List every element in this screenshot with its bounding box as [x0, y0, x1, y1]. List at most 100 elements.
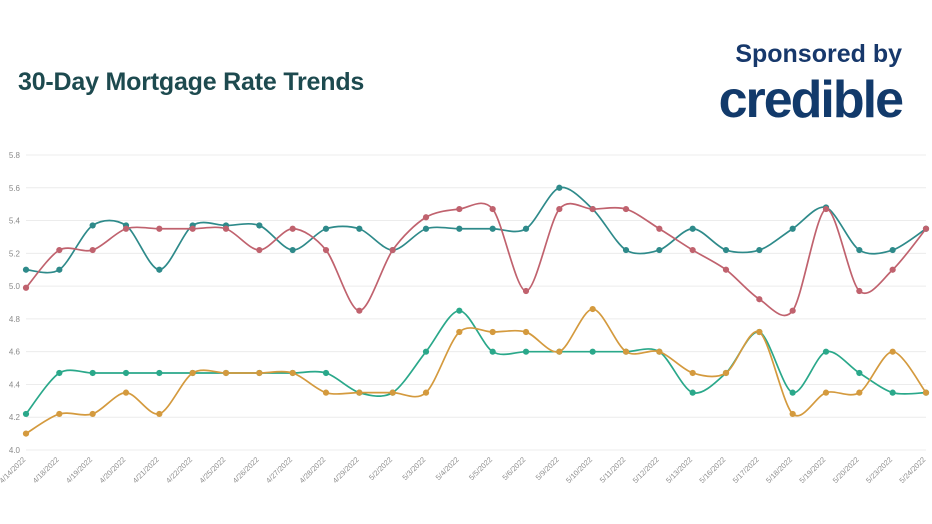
data-point-marker [522, 225, 530, 232]
x-axis-tick-label: 5/24/2022 [897, 455, 927, 485]
data-point-marker [156, 225, 163, 232]
data-point-marker [389, 389, 396, 396]
data-point-marker [756, 328, 763, 336]
data-point-marker [889, 389, 896, 396]
data-point-marker [422, 348, 430, 355]
data-point-marker [122, 369, 130, 377]
series-line [25, 309, 927, 415]
sponsor-block: Sponsored by credible [718, 42, 904, 129]
x-axis-tick-label: 4/19/2022 [64, 455, 94, 485]
data-point-marker [856, 287, 863, 295]
data-point-marker [89, 246, 96, 254]
data-point-marker [289, 246, 296, 254]
data-point-marker [656, 246, 663, 254]
credible-logo: credible [718, 71, 904, 129]
series-line [25, 186, 927, 274]
data-point-marker [489, 348, 496, 355]
data-point-marker [822, 389, 830, 396]
data-point-marker [22, 430, 30, 437]
series-3 [22, 307, 930, 418]
data-point-marker [889, 246, 896, 254]
data-point-marker [189, 369, 196, 377]
data-point-marker [722, 369, 730, 377]
x-axis-tick-label: 4/14/2022 [0, 455, 27, 485]
data-point-marker [622, 348, 630, 355]
data-point-marker [656, 348, 663, 355]
data-point-marker [622, 246, 630, 254]
x-axis-tick-label: 4/20/2022 [97, 455, 127, 485]
data-point-marker [922, 389, 930, 396]
data-point-marker [889, 348, 896, 355]
data-point-marker [556, 184, 563, 191]
data-point-marker [322, 225, 330, 232]
x-axis-tick-label: 4/26/2022 [231, 455, 261, 485]
data-point-marker [422, 225, 430, 232]
data-point-marker [322, 246, 330, 254]
y-axis-tick-label: 5.6 [9, 184, 21, 193]
data-point-marker [56, 369, 63, 377]
grid-group: 5.8 5.6 5.4 5.2 5.0 4.8 4.6 4.4 4.2 4.0 [9, 151, 926, 455]
y-axis-tick-label: 4.2 [9, 413, 21, 422]
data-point-marker [489, 225, 496, 232]
y-axis-tick-label: 5.2 [9, 249, 21, 258]
series-line [25, 308, 927, 435]
x-axis-tick-label: 5/9/2022 [534, 455, 561, 482]
data-point-marker [56, 410, 63, 418]
data-point-marker [822, 348, 830, 355]
chart-header: 30-Day Mortgage Rate Trends Sponsored by… [0, 0, 932, 150]
data-point-marker [689, 389, 696, 396]
data-point-marker [722, 246, 730, 254]
data-point-marker [456, 225, 463, 232]
data-point-marker [289, 369, 296, 377]
series-4 [22, 305, 930, 437]
x-axis-tick-label: 5/23/2022 [864, 455, 894, 485]
x-axis-tick-label: 5/10/2022 [564, 455, 594, 485]
data-point-marker [389, 246, 396, 254]
y-axis-tick-label: 4.6 [9, 348, 21, 357]
data-point-marker [256, 222, 263, 229]
data-point-marker [789, 225, 796, 232]
data-point-marker [589, 348, 596, 355]
data-point-marker [222, 369, 230, 377]
x-axis-tick-label: 5/17/2022 [731, 455, 761, 485]
data-point-marker [689, 246, 696, 254]
data-point-marker [656, 225, 663, 232]
data-point-marker [856, 369, 863, 377]
series-2 [22, 202, 930, 317]
x-axis-tick-label: 4/27/2022 [264, 455, 294, 485]
y-axis-tick-label: 5.8 [9, 151, 21, 160]
data-point-marker [156, 266, 163, 273]
data-point-marker [122, 225, 130, 232]
x-axis-tick-label: 5/19/2022 [797, 455, 827, 485]
data-point-marker [456, 205, 463, 213]
x-axis-labels: 4/14/2022 4/18/2022 4/19/2022 4/20/2022 4/21… [0, 455, 927, 485]
y-axis-tick-label: 4.8 [9, 315, 21, 324]
y-axis-tick-label: 5.0 [9, 282, 21, 291]
line-chart: 5.85.65.45.25.04.84.64.44.24.04/14/2022 4… [0, 151, 930, 485]
data-point-marker [56, 266, 63, 273]
x-axis-tick-label: 4/22/2022 [164, 455, 194, 485]
data-point-marker [56, 246, 63, 254]
x-axis-tick-label: 4/28/2022 [297, 455, 327, 485]
data-point-marker [356, 225, 363, 232]
data-point-marker [289, 225, 296, 232]
chart-container: 5.8 5.6 5.4 5.2 5.0 4.8 4.6 4.4 4.2 4.0 4/14/2022 4… [0, 140, 932, 524]
data-point-marker [489, 205, 496, 213]
x-axis-tick-label: 4/29/2022 [331, 455, 361, 485]
x-axis-tick-label: 5/2/2022 [367, 455, 394, 482]
data-point-marker [422, 214, 430, 221]
data-point-marker [789, 307, 796, 314]
data-point-marker [856, 389, 863, 396]
data-point-marker [689, 369, 696, 377]
data-point-marker [522, 287, 530, 295]
data-point-marker [89, 369, 96, 377]
data-point-marker [856, 246, 863, 254]
x-axis-tick-label: 5/11/2022 [598, 455, 628, 485]
data-point-marker [22, 266, 30, 273]
data-point-marker [456, 328, 463, 336]
x-axis-tick-label: 4/25/2022 [197, 455, 227, 485]
data-point-marker [556, 348, 563, 355]
data-point-marker [422, 389, 430, 396]
x-axis-tick-label: 4/21/2022 [131, 455, 161, 485]
